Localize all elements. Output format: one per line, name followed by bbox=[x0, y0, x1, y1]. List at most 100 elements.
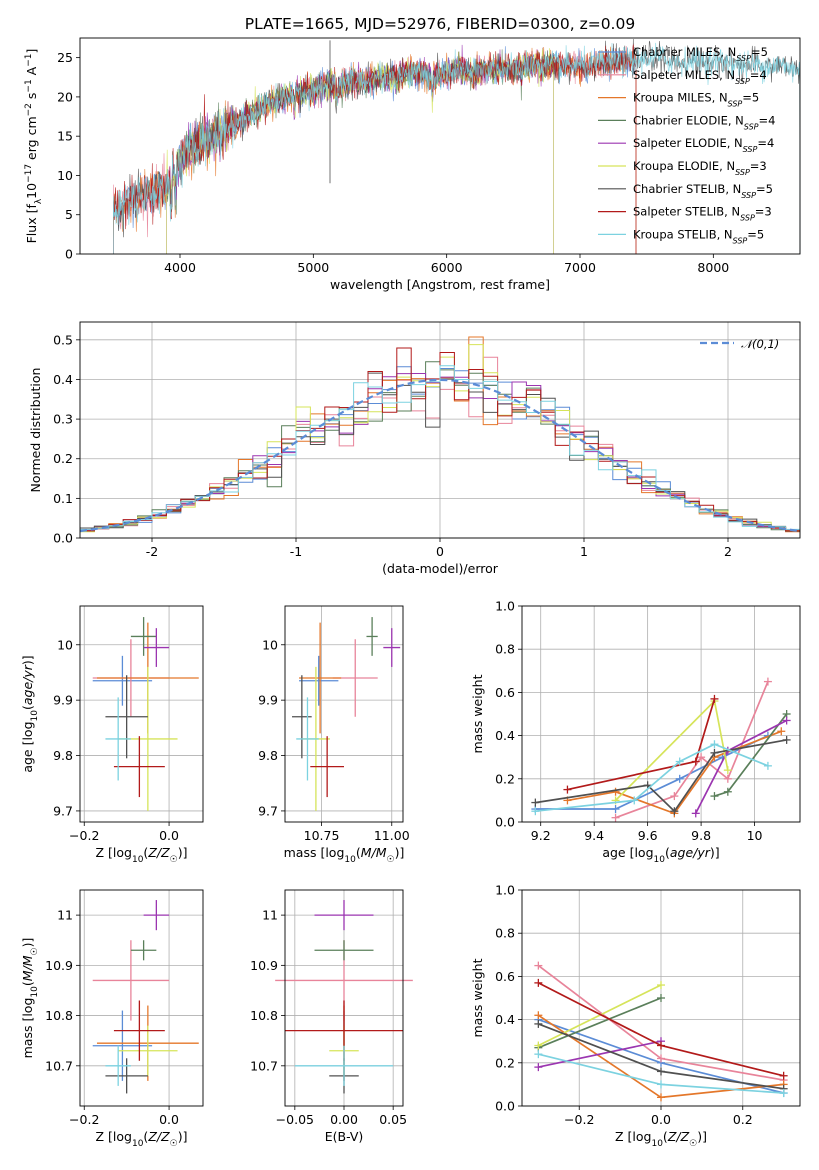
y-tick-label: 9.7 bbox=[53, 803, 73, 818]
axes-frame bbox=[521, 605, 801, 823]
y-tick-label: 0.0 bbox=[495, 815, 515, 830]
label-part: ☉ bbox=[170, 1139, 178, 1149]
axes-frame bbox=[79, 605, 204, 823]
y-tick-label: 0.8 bbox=[495, 642, 515, 657]
y-tick-label: 10 bbox=[57, 168, 73, 183]
label-part: 10 bbox=[132, 1139, 144, 1149]
label-part: erg cm bbox=[24, 116, 39, 164]
label-part: ( bbox=[665, 845, 670, 860]
label-part: s bbox=[24, 93, 39, 104]
label-part: Z [log bbox=[96, 845, 132, 860]
y-tick-label: 5 bbox=[65, 207, 73, 222]
y-tick-label: 0.0 bbox=[495, 1099, 515, 1114]
label-part: 10 bbox=[30, 986, 40, 998]
legend-label: Chabrier ELODIE, NSSP=4 bbox=[633, 113, 775, 130]
y-tick-label: 10.7 bbox=[45, 1058, 73, 1073]
y-tick-label: 1.0 bbox=[495, 883, 515, 898]
y-tick-label: 0.4 bbox=[495, 1012, 515, 1027]
y-tick-label: 0.2 bbox=[53, 451, 73, 466]
y-tick-label: 10 bbox=[262, 637, 278, 652]
label-part: =3 bbox=[750, 159, 767, 173]
axes-frame bbox=[79, 321, 801, 539]
label-part: −1 bbox=[24, 54, 34, 67]
label-part: SSP bbox=[743, 145, 758, 154]
x-tick-label: −0.2 bbox=[564, 1112, 594, 1127]
x-axis-label: wavelength [Angstrom, rest frame] bbox=[330, 277, 550, 292]
x-tick-label: 10 bbox=[747, 828, 763, 843]
y-axis-label: mass weight bbox=[470, 958, 485, 1037]
label-part: Z/Z bbox=[147, 845, 170, 860]
x-tick-label: 0.0 bbox=[651, 1112, 671, 1127]
mass-vs-EBV-panel: −0.05 0.00 0.05 10.7 10.8 10.9 11 E(B-V) bbox=[250, 889, 413, 1144]
spectrum-series-line bbox=[113, 42, 801, 255]
label-part: )] bbox=[395, 845, 405, 860]
y-axis-label: age [log10(age/yr)] bbox=[20, 655, 40, 772]
mass-weight-line bbox=[614, 699, 729, 801]
mass-weight-line bbox=[535, 743, 769, 813]
label-part: ] bbox=[24, 49, 39, 54]
label-part: ( bbox=[663, 1129, 668, 1144]
y-tick-label: 0.2 bbox=[495, 771, 515, 786]
x-axis-label: Z [log10(Z/Z☉)] bbox=[615, 1129, 707, 1149]
y-tick-label: 1.0 bbox=[495, 599, 515, 614]
mass-weight-line bbox=[538, 984, 662, 1047]
x-axis-label: age [log10(age/yr)] bbox=[602, 845, 719, 865]
y-axis-label: Normed distribution bbox=[28, 368, 43, 493]
y-tick-label: 10 bbox=[57, 637, 73, 652]
axes-frame bbox=[284, 605, 404, 823]
x-tick-label: 0.05 bbox=[379, 1112, 407, 1127]
mass-weight-line bbox=[567, 730, 782, 815]
y-tick-label: 10.9 bbox=[250, 958, 278, 973]
label-part: Chabrier ELODIE, N bbox=[633, 113, 744, 127]
label-part: Salpeter MILES, N bbox=[633, 68, 735, 82]
label-part: ( bbox=[20, 705, 35, 710]
y-tick-label: 25 bbox=[57, 50, 73, 65]
label-part: =4 bbox=[759, 113, 776, 127]
label-part: mass [log bbox=[20, 998, 35, 1059]
label-part: )] bbox=[178, 845, 188, 860]
label-part: Chabrier STELIB, N bbox=[633, 182, 741, 196]
x-tick-label: 0.0 bbox=[159, 828, 179, 843]
label-part: )] bbox=[20, 655, 35, 665]
x-tick-label: 5000 bbox=[297, 260, 329, 275]
label-part: SSP bbox=[744, 122, 759, 131]
label-part: Kroupa ELODIE, N bbox=[633, 159, 735, 173]
x-tick-label: 4000 bbox=[164, 260, 196, 275]
legend-label: Kroupa MILES, NSSP=5 bbox=[633, 91, 759, 109]
label-part: 10 bbox=[30, 710, 40, 722]
x-tick-label: 0.00 bbox=[330, 1112, 358, 1127]
label-part: ( bbox=[143, 1129, 148, 1144]
label-part: mass [log bbox=[284, 845, 345, 860]
label-part: age/yr bbox=[670, 845, 711, 860]
label-part: )] bbox=[710, 845, 720, 860]
label-part: ☉ bbox=[170, 855, 178, 865]
y-tick-label: 9.9 bbox=[53, 693, 73, 708]
y-axis-label: mass [log10(M/M☉)] bbox=[20, 938, 40, 1059]
y-tick-label: 9.8 bbox=[53, 748, 73, 763]
label-part: Kroupa STELIB, N bbox=[633, 227, 733, 241]
label-part: ☉ bbox=[30, 947, 40, 955]
legend-label: Chabrier MILES, NSSP=5 bbox=[633, 45, 768, 63]
x-tick-label: 9.6 bbox=[638, 828, 658, 843]
normal-reference-curve bbox=[79, 378, 801, 533]
label-part: 10 bbox=[132, 855, 144, 865]
label-part: =5 bbox=[742, 91, 759, 105]
label-part: =5 bbox=[747, 227, 764, 241]
label-part: M/M bbox=[361, 845, 387, 860]
residual-histogram-panel: -2 -1 0 1 2 0.0 0.1 0.2 0.3 0.4 0.5 (data-model)/er… bbox=[28, 321, 801, 576]
x-tick-label: 9.2 bbox=[531, 828, 551, 843]
legend-label: 𝒩(0,1) bbox=[741, 337, 779, 351]
x-axis-label: mass [log10(M/M☉)] bbox=[284, 845, 405, 865]
x-tick-label: 7000 bbox=[564, 260, 596, 275]
y-tick-label: 11 bbox=[57, 908, 73, 923]
legend-label: Salpeter STELIB, NSSP=3 bbox=[633, 205, 772, 223]
x-tick-label: 2 bbox=[724, 544, 732, 559]
axes-frame bbox=[79, 37, 801, 255]
label-part: λ bbox=[34, 198, 44, 204]
legend-label: Chabrier STELIB, NSSP=5 bbox=[633, 182, 773, 200]
label-part: Chabrier MILES, N bbox=[633, 45, 736, 59]
label-part: age/yr bbox=[20, 664, 35, 705]
x-tick-label: 0.0 bbox=[159, 1112, 179, 1127]
legend-label: Kroupa ELODIE, NSSP=3 bbox=[633, 159, 767, 177]
